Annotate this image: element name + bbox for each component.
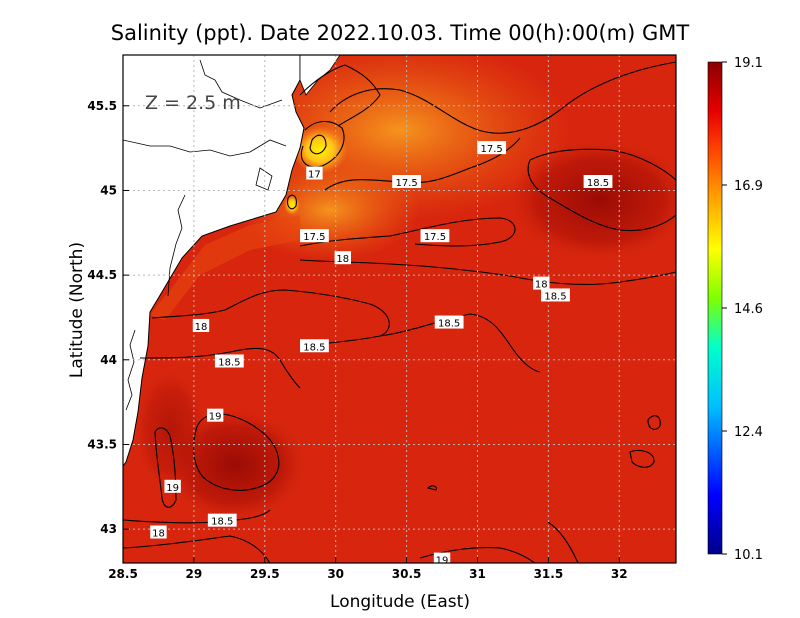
lake-outline bbox=[167, 194, 186, 297]
y-axis-ticks: 43 43.5 44 44.5 45 45.5 bbox=[87, 99, 129, 536]
contour-18-5-west bbox=[139, 347, 301, 389]
plume-core bbox=[292, 126, 348, 174]
y-tick-label: 44.5 bbox=[87, 268, 117, 282]
colorbar-tick-label: 14.6 bbox=[734, 302, 763, 317]
contour-18-west bbox=[151, 289, 390, 345]
colorbar-tick-label: 12.4 bbox=[734, 425, 763, 440]
colorbar-ticks: 19.1 16.9 14.6 12.4 10.1 bbox=[722, 56, 763, 563]
contour-label: 18 bbox=[336, 254, 349, 265]
contour-17-5-south bbox=[299, 217, 516, 247]
x-tick-label: 29 bbox=[186, 567, 203, 581]
border-line bbox=[123, 139, 287, 157]
contour-label: 18 bbox=[195, 322, 208, 333]
contour-label: 18 bbox=[152, 529, 165, 540]
contour-label: 17.5 bbox=[395, 178, 417, 189]
y-tick-label: 43.5 bbox=[87, 437, 117, 451]
contour-label: 18 bbox=[535, 280, 548, 291]
contour-plume-south bbox=[287, 194, 297, 210]
contour-18-north bbox=[299, 259, 676, 286]
contour-labels: 17.517.517.5 17.5171818181818.518.518.518… bbox=[150, 141, 613, 567]
plot-area: 17.517.517.5 17.5171818181818.518.518.518… bbox=[123, 55, 676, 567]
x-axis-label: Longitude (East) bbox=[330, 592, 470, 612]
contour-label-bg bbox=[334, 251, 351, 265]
contour-label: 18.5 bbox=[438, 319, 460, 330]
grid bbox=[123, 55, 676, 563]
contour-label: 17.5 bbox=[424, 232, 446, 243]
contour-label-bg bbox=[207, 513, 237, 527]
contour-label: 19 bbox=[436, 556, 449, 567]
inland-line bbox=[125, 329, 136, 411]
colorbar-tick-label: 19.1 bbox=[734, 56, 763, 71]
x-tick-label: 31.5 bbox=[534, 567, 564, 581]
colorbar-tick-label: 16.9 bbox=[734, 179, 763, 194]
border-line-north bbox=[199, 59, 283, 109]
contour-19-southwest bbox=[192, 413, 280, 491]
contour-tiny bbox=[426, 485, 437, 491]
x-tick-label: 31 bbox=[469, 567, 486, 581]
contour-label-bg bbox=[306, 166, 323, 180]
contour-label-bg bbox=[164, 479, 181, 493]
contour-label: 17.5 bbox=[481, 144, 503, 155]
x-tick-label: 32 bbox=[611, 567, 628, 581]
contour-small-east-2 bbox=[647, 415, 661, 430]
y-tick-label: 45 bbox=[100, 183, 117, 197]
contour-label-bg bbox=[214, 354, 244, 368]
coastal-strip bbox=[150, 215, 300, 320]
colorbar bbox=[707, 61, 723, 555]
contour-label-bg bbox=[477, 141, 507, 155]
contour-label-bg bbox=[583, 175, 613, 188]
contour-label: 19 bbox=[209, 412, 222, 423]
contour-label: 18.5 bbox=[218, 357, 240, 368]
contour-label-bg bbox=[206, 408, 224, 422]
contour-label-bg bbox=[434, 315, 464, 329]
contour-17-5-north bbox=[329, 61, 676, 134]
x-axis-ticks: 28.5 29 29.5 30 30.5 31 31.5 32 bbox=[108, 557, 628, 581]
plume-core-south bbox=[284, 195, 300, 215]
contour-label-bg bbox=[150, 525, 167, 539]
contour-label-bg bbox=[541, 288, 570, 302]
contour-label-bg bbox=[433, 552, 451, 563]
contour-label-bg bbox=[533, 276, 550, 290]
contour-south-east bbox=[547, 521, 579, 563]
chart-title: Salinity (ppt). Date 2022.10.03. Time 00… bbox=[111, 21, 690, 45]
land-mask bbox=[123, 55, 305, 467]
x-tick-label: 29.5 bbox=[250, 567, 280, 581]
contour-19-west bbox=[154, 427, 177, 508]
y-tick-label: 43 bbox=[100, 522, 117, 536]
contour-label-bg bbox=[392, 175, 421, 188]
x-tick-label: 28.5 bbox=[108, 567, 138, 581]
contour-label-bg bbox=[300, 339, 329, 353]
contour-label: 18.5 bbox=[211, 517, 233, 528]
contour-16-plume-core bbox=[309, 134, 327, 155]
contour-label: 19 bbox=[166, 483, 179, 494]
contour-label: 17.5 bbox=[303, 232, 325, 243]
high-salinity-zone-east bbox=[510, 140, 676, 260]
contour-17-plume bbox=[300, 120, 345, 168]
x-tick-label: 30.5 bbox=[392, 567, 422, 581]
contour-label: 17 bbox=[308, 170, 321, 181]
high-salinity-zone-west bbox=[135, 370, 205, 490]
contour-18-5-center bbox=[379, 313, 541, 373]
x-tick-label: 30 bbox=[327, 567, 344, 581]
depth-annotation: Z = 2.5 m bbox=[145, 92, 241, 114]
y-tick-label: 45.5 bbox=[87, 99, 117, 113]
contour-label-bg bbox=[300, 229, 329, 243]
colorbar-tick-label: 10.1 bbox=[734, 548, 763, 563]
contour-small-east bbox=[629, 449, 655, 468]
contour-18-south bbox=[123, 535, 271, 563]
contour-17-plume-outer bbox=[299, 64, 381, 127]
contour-17-5-middle bbox=[324, 137, 521, 191]
contour-label-bg bbox=[192, 318, 210, 332]
contour-label: 18.5 bbox=[303, 342, 325, 353]
plot-frame bbox=[122, 54, 677, 564]
contour-18-5-east bbox=[527, 148, 676, 232]
contour-label-bg bbox=[420, 229, 450, 243]
y-axis-label: Latitude (North) bbox=[67, 242, 87, 378]
contour-label: 18.5 bbox=[587, 178, 609, 189]
y-tick-label: 44 bbox=[100, 353, 117, 367]
contour-label: 18.5 bbox=[544, 291, 566, 302]
contours bbox=[123, 61, 676, 563]
